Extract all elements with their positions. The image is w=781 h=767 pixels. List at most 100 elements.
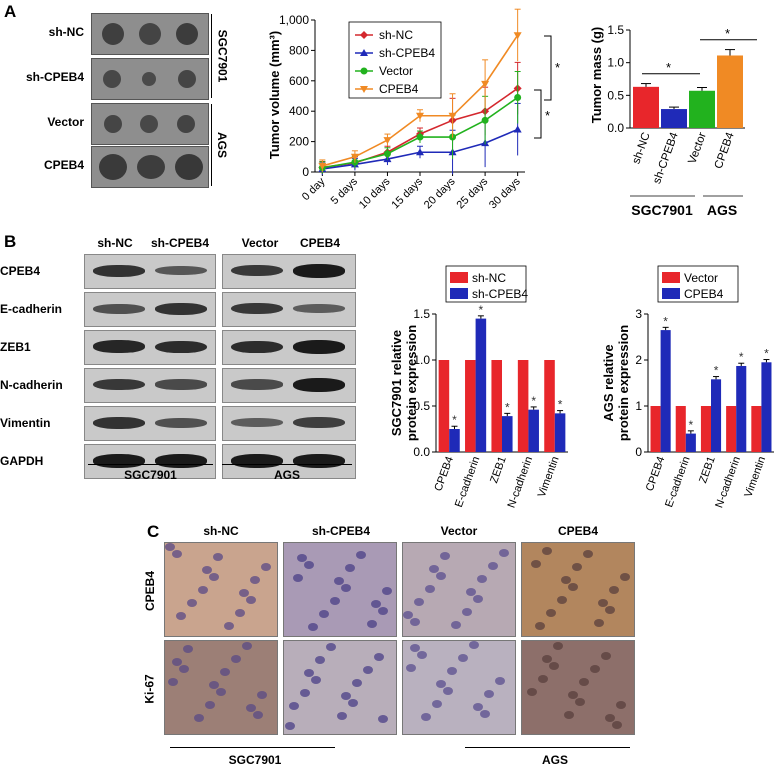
tumor-photo <box>91 146 209 188</box>
cell-nucleus <box>311 676 321 684</box>
tumor-row-label: sh-CPEB4 <box>25 70 84 84</box>
cell-nucleus <box>367 620 377 628</box>
bar <box>517 360 529 452</box>
y-tick-label: 600 <box>289 74 309 88</box>
group-underline <box>88 464 213 465</box>
ihc-micrograph <box>402 640 516 735</box>
cell-nucleus <box>289 702 299 710</box>
significance-star: * <box>545 108 550 123</box>
cell-nucleus <box>499 549 509 557</box>
cell-nucleus <box>546 609 556 617</box>
cell-nucleus <box>261 563 271 571</box>
protein-band <box>231 454 283 468</box>
y-tick-label: 1.0 <box>607 56 624 70</box>
protein-band <box>231 264 283 277</box>
cell-nucleus <box>447 667 457 675</box>
cell-nucleus <box>304 561 314 569</box>
ihc-row-label: CPEB4 <box>143 570 158 612</box>
significance-star: * <box>714 364 719 378</box>
y-tick-label: 1.5 <box>413 307 430 321</box>
cell-nucleus <box>620 573 630 581</box>
cell-nucleus <box>348 699 358 707</box>
data-point <box>416 133 424 141</box>
group-label: AGS <box>541 753 568 767</box>
cell-nucleus <box>374 653 384 661</box>
ihc-column-header: CPEB4 <box>557 524 598 538</box>
cell-nucleus <box>542 655 552 663</box>
ihc-micrograph <box>283 542 397 637</box>
significance-star: * <box>531 394 536 408</box>
ihc-micrograph <box>283 640 397 735</box>
significance-star: * <box>764 347 769 361</box>
cell-nucleus <box>473 703 483 711</box>
cell-nucleus <box>495 677 505 685</box>
ihc-row-label-wrap: Ki-67 <box>142 640 158 738</box>
cell-nucleus <box>300 689 310 697</box>
blot-strip <box>222 254 356 289</box>
legend-label: sh-CPEB4 <box>472 287 528 301</box>
significance-bracket <box>534 89 542 139</box>
blot-row-label: ZEB1 <box>0 340 31 354</box>
legend-label: sh-NC <box>472 271 506 285</box>
ihc-micrograph <box>521 640 635 735</box>
tumor-specimen <box>137 155 165 179</box>
cell-nucleus <box>436 680 446 688</box>
cell-nucleus <box>429 565 439 573</box>
cell-nucleus <box>480 710 490 718</box>
tumor-photo <box>91 13 209 55</box>
bar <box>502 416 513 452</box>
cell-nucleus <box>293 574 303 582</box>
cell-nucleus <box>531 560 541 568</box>
y-axis-label-line: protein expression <box>404 325 419 441</box>
bar <box>736 365 747 452</box>
cell-nucleus <box>598 599 608 607</box>
cell-nucleus <box>612 721 622 729</box>
cell-nucleus <box>410 618 420 626</box>
cell-nucleus <box>403 611 413 619</box>
protein-band <box>231 379 283 390</box>
cell-nucleus <box>205 701 215 709</box>
cell-nucleus <box>378 715 388 723</box>
cell-nucleus <box>605 714 615 722</box>
significance-star: * <box>725 26 730 41</box>
x-tick-label: sh-CPEB4 <box>651 130 681 185</box>
cell-nucleus <box>432 700 442 708</box>
y-tick-label: 800 <box>289 43 309 57</box>
protein-band <box>93 264 145 277</box>
bar <box>528 409 539 452</box>
x-tick-label: 30 days <box>487 175 523 211</box>
bar <box>711 379 722 452</box>
data-point <box>360 49 368 56</box>
x-tick-label: Vector <box>686 131 708 166</box>
x-tick-label: N-cadherin <box>506 455 536 510</box>
cell-nucleus <box>235 609 245 617</box>
x-tick-label: sh-NC <box>630 131 652 166</box>
legend-swatch <box>450 272 468 283</box>
ihc-row-label: Ki-67 <box>143 674 157 704</box>
y-axis-label: SGC7901 relativeprotein expression <box>389 325 419 441</box>
data-point <box>448 112 457 120</box>
tumor-row-label: CPEB4 <box>43 158 84 172</box>
bar <box>761 362 772 452</box>
cell-nucleus <box>568 583 578 591</box>
cell-nucleus <box>172 658 182 666</box>
group-underline <box>170 747 335 748</box>
significance-star: * <box>555 60 560 75</box>
significance-star: * <box>689 418 694 432</box>
cell-nucleus <box>216 688 226 696</box>
data-point <box>513 125 522 133</box>
cell-nucleus <box>557 596 567 604</box>
ihc-column-header: sh-CPEB4 <box>311 524 370 538</box>
group-underline <box>222 464 352 465</box>
cell-nucleus <box>417 651 427 659</box>
data-point <box>360 86 368 93</box>
western-blot-panel: sh-NC sh-CPEB4 Vector CPEB4 CPEB4 E-cadhe… <box>0 228 360 518</box>
protein-band <box>231 302 283 315</box>
bar <box>660 330 671 452</box>
cell-nucleus <box>466 588 476 596</box>
cell-nucleus <box>356 551 366 559</box>
legend-label: sh-CPEB4 <box>379 46 435 60</box>
y-axis-label: Tumor volume (mm³) <box>267 31 282 159</box>
